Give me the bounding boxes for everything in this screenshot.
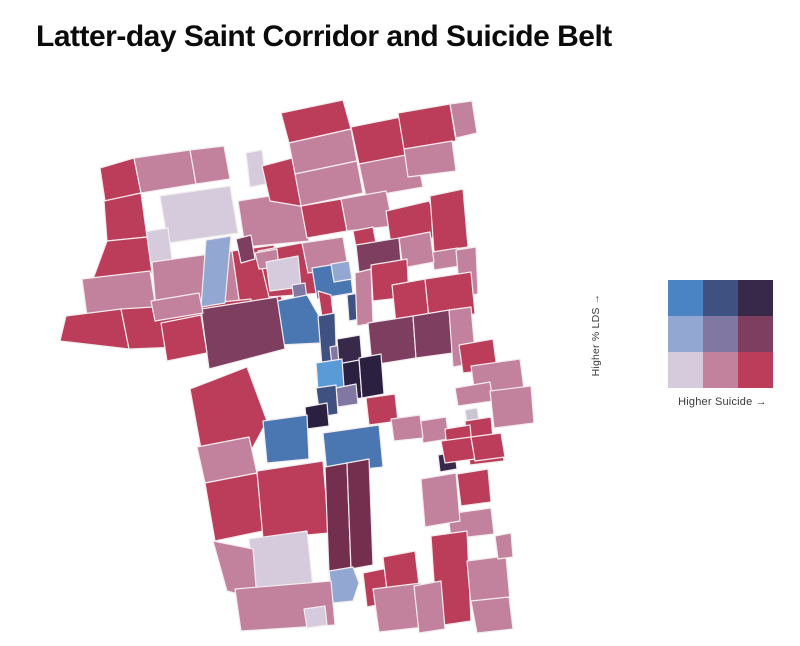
page-title: Latter-day Saint Corridor and Suicide Be… (36, 20, 612, 53)
county-shape (200, 296, 286, 370)
legend-cell (703, 316, 738, 352)
legend-cell (668, 352, 703, 388)
county-shape (412, 309, 454, 359)
legend-cell (738, 280, 773, 316)
county-shape (103, 192, 148, 242)
county-shape (340, 190, 394, 232)
county-shape (470, 596, 514, 634)
county-shape (303, 605, 328, 629)
legend-x-axis-label: Higher Suicide → (678, 396, 767, 408)
county-shape (424, 271, 476, 320)
county-shape (456, 468, 492, 507)
county-shape (390, 414, 424, 442)
county-shape (59, 308, 130, 350)
county-shape (454, 381, 494, 407)
county-shape (470, 432, 506, 462)
legend-cell (703, 352, 738, 388)
county-shape (256, 460, 330, 540)
county-shape (449, 100, 478, 139)
county-shape (489, 385, 535, 429)
legend-cell (738, 352, 773, 388)
legend-cell (738, 316, 773, 352)
county-shape (413, 580, 446, 634)
county-shape (160, 314, 208, 362)
legend-cell (668, 316, 703, 352)
county-shape (335, 383, 359, 408)
county-shape (317, 290, 334, 318)
county-shape (440, 436, 476, 464)
county-shape (397, 103, 457, 150)
county-shape (398, 231, 435, 269)
county-shape (204, 472, 264, 542)
county-shape (200, 235, 232, 308)
legend-cell (703, 280, 738, 316)
county-shape (346, 458, 374, 570)
county-shape (354, 268, 374, 327)
county-shape (262, 414, 310, 464)
county-shape (294, 160, 364, 207)
legend-y-axis-label: Higher % LDS → (590, 293, 602, 377)
county-shape (300, 198, 348, 239)
county-shape (133, 149, 197, 194)
county-shape (150, 292, 204, 322)
county-shape (189, 145, 231, 185)
legend-cell (668, 280, 703, 316)
county-shape (235, 234, 256, 264)
county-shape (330, 260, 353, 283)
county-shape (159, 185, 239, 244)
bivariate-legend: Higher % LDS → Higher Suicide → (590, 280, 773, 408)
county-shape (420, 472, 461, 528)
county-shape (403, 140, 457, 178)
county-shape (494, 532, 514, 560)
county-shape (328, 566, 360, 604)
county-shape (429, 188, 469, 253)
legend-color-grid (668, 280, 773, 388)
county-shape (304, 402, 330, 430)
county-shape (92, 236, 153, 280)
county-shape (358, 353, 385, 399)
county-shape (276, 294, 324, 346)
